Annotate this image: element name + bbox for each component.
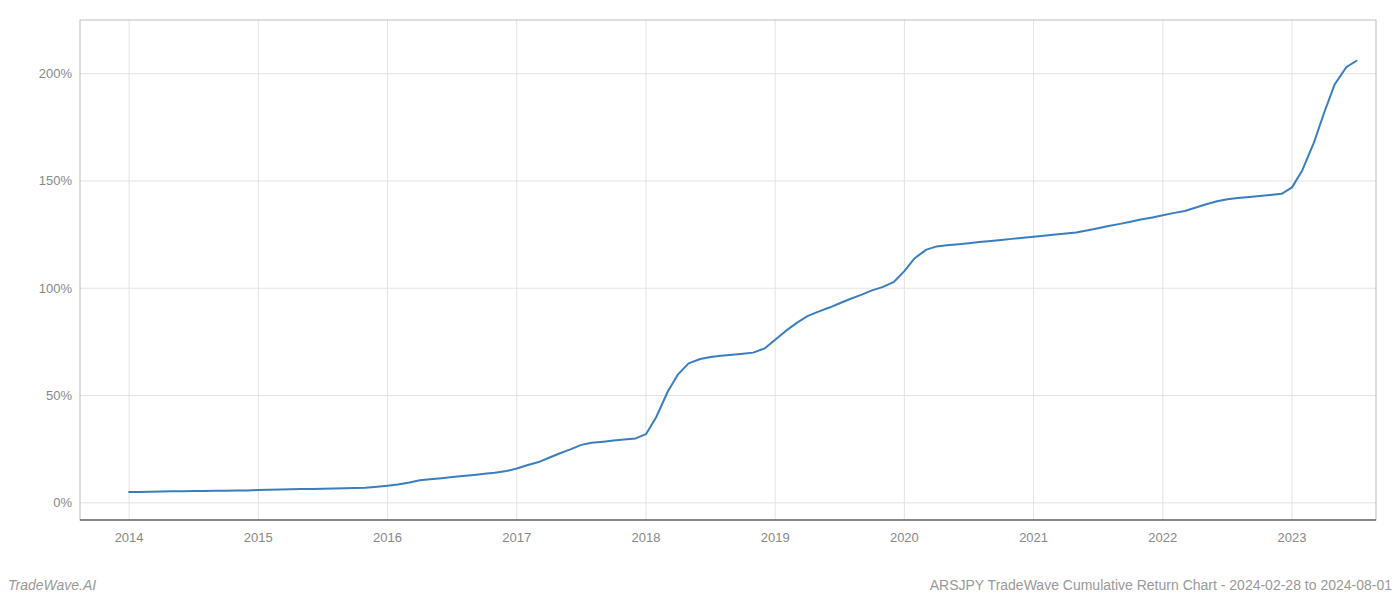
x-grid-line [775,20,776,520]
x-grid-line [645,20,646,520]
title: ARSJPY TradeWave Cumulative Return Chart… [930,577,1392,593]
x-tick-label: 2023 [1278,530,1307,545]
data [129,61,1357,492]
y-grid-line [80,395,1376,396]
x-tick-label: 2019 [761,530,790,545]
x-tick-label: 2017 [502,530,531,545]
y-tick-label: 0% [53,495,72,510]
y-tick-label: 100% [39,281,73,296]
x-tick-label: 2022 [1148,530,1177,545]
y-grid-line [80,180,1376,181]
y-grid-line [80,288,1376,289]
y-tick-label: 150% [39,173,73,188]
plot-frame [80,20,1376,520]
x-grid-line [1292,20,1293,520]
line [129,61,1357,492]
x-tick-label: 2016 [373,530,402,545]
x-tick-label: 2018 [631,530,660,545]
x-grid-line [1033,20,1034,520]
x-axis-line [80,519,1376,520]
watermark: TradeWave.AI [8,577,96,593]
x-grid-line [1162,20,1163,520]
chart: 2014 2015 2016 2017 2018 2019 2020 2021 2022 2023… [0,0,1400,600]
y-grid-line [80,502,1376,503]
y-tick-label: 50% [46,388,72,403]
x-tick-label: 2021 [1019,530,1048,545]
grid [80,20,1376,520]
x-tick-label: 2020 [890,530,919,545]
x-grid-line [258,20,259,520]
page: {"chart_data": { "type": "line", "title"… [0,0,1400,600]
x-grid-line [129,20,130,520]
x-tick-label: 2014 [115,530,144,545]
y-tick-label: 200% [39,66,73,81]
x-grid-line [387,20,388,520]
x-tick-label: 2015 [244,530,273,545]
x-grid-line [516,20,517,520]
tick-labels: 2014 2015 2016 2017 2018 2019 2020 2021 2022 2023… [39,66,1307,545]
y-grid-line [80,73,1376,74]
